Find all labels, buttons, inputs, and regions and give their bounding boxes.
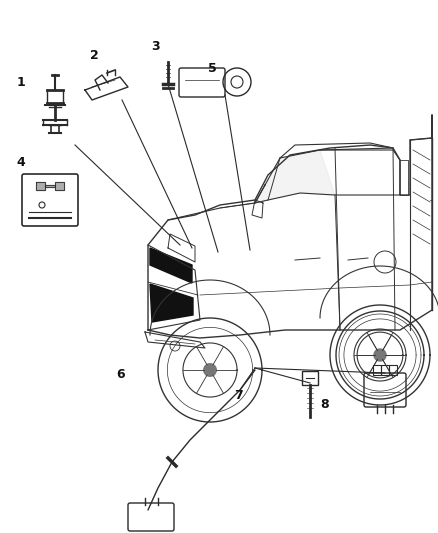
Polygon shape [150,284,193,322]
Text: 5: 5 [208,62,217,75]
Text: 8: 8 [321,398,329,410]
Polygon shape [204,364,216,376]
Text: 7: 7 [234,389,243,402]
Text: 1: 1 [17,76,25,89]
Bar [373,365,381,375]
Polygon shape [374,349,386,361]
Text: 6: 6 [116,368,125,381]
Text: 2: 2 [90,50,99,62]
Bar [302,371,318,385]
Polygon shape [36,182,64,190]
Polygon shape [375,350,385,360]
Text: 3: 3 [151,41,160,53]
Polygon shape [150,248,192,283]
Bar [381,365,389,375]
Bar [389,365,397,375]
Polygon shape [255,150,335,203]
Text: 4: 4 [17,156,25,169]
